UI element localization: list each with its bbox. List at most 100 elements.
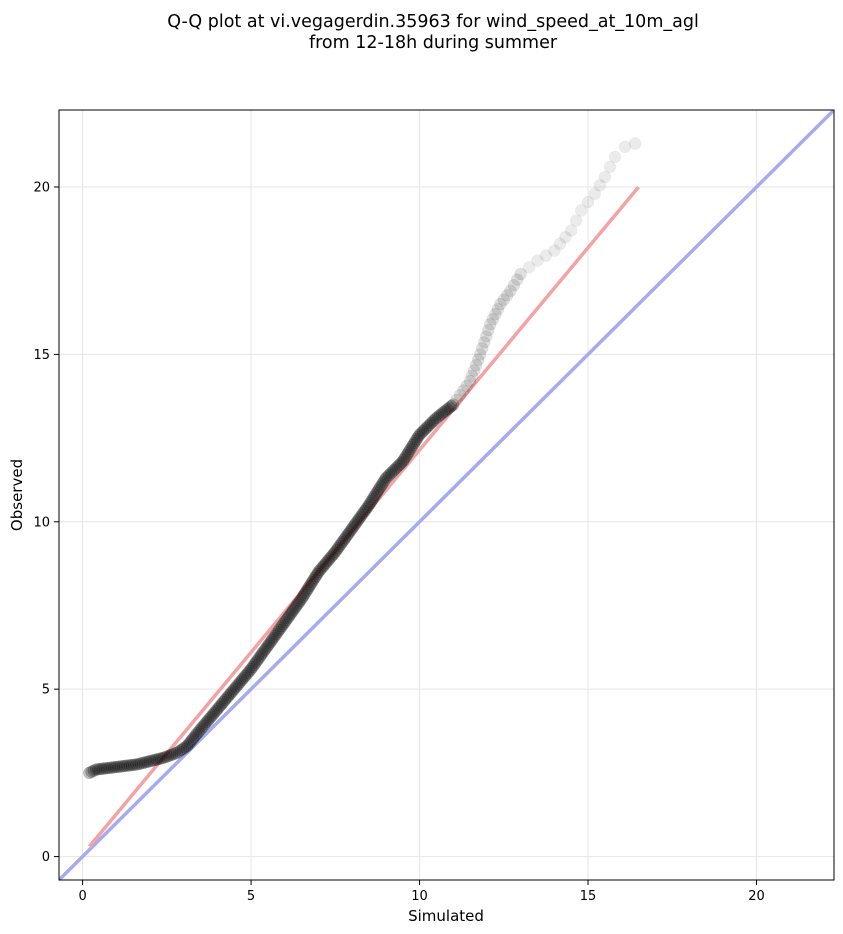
y-tick-label-4: 20: [33, 181, 50, 196]
qq-point-91: [251, 653, 265, 666]
chart-title-line-1: Q-Q plot at vi.vegagerdin.35963 for wind…: [167, 12, 699, 32]
qq-point-6: [96, 762, 110, 775]
qq-point-120: [292, 596, 306, 609]
quantile-points: [83, 137, 642, 780]
qq-point-49: [188, 730, 201, 744]
qq-point-53: [194, 723, 207, 736]
qq-point-196: [400, 449, 413, 462]
qq-point-118: [289, 600, 303, 613]
fit-line: [87, 185, 640, 848]
qq-point-203: [409, 434, 422, 448]
qq-point-225: [446, 398, 460, 411]
qq-point-74: [226, 684, 239, 698]
qq-point-263: [598, 170, 612, 184]
qq-point-202: [408, 436, 421, 450]
qq-point-169: [361, 500, 374, 514]
x-tick-label-1: 5: [247, 889, 255, 904]
x-tick-label-0: 0: [78, 889, 86, 904]
qq-point-80: [235, 673, 249, 687]
qq-point-7: [98, 762, 112, 775]
qq-point-257: [564, 224, 578, 237]
qq-point-113: [282, 610, 296, 623]
qq-point-81: [237, 671, 250, 685]
qq-point-258: [569, 214, 583, 227]
qq-point-156: [343, 526, 356, 539]
qq-point-187: [386, 465, 399, 478]
qq-point-85: [243, 664, 256, 678]
y-tick-label-3: 15: [33, 348, 50, 363]
qq-point-186: [384, 466, 398, 480]
qq-point-132: [308, 571, 321, 585]
qq-point-108: [275, 619, 289, 633]
qq-point-172: [365, 494, 378, 508]
qq-point-54: [195, 721, 209, 734]
qq-point-178: [373, 482, 386, 495]
qq-point-104: [270, 627, 283, 641]
qq-point-36: [163, 749, 177, 762]
qq-point-82: [238, 670, 252, 683]
qq-point-158: [345, 522, 359, 535]
qq-point-137: [315, 562, 328, 575]
qq-point-119: [291, 598, 304, 611]
qq-point-234: [471, 353, 485, 366]
qq-point-95: [257, 645, 270, 658]
qq-point-183: [379, 472, 393, 485]
qq-point-18: [123, 759, 137, 772]
qq-point-198: [402, 444, 416, 458]
qq-point-174: [367, 490, 381, 504]
qq-point-59: [203, 712, 216, 725]
qq-point-87: [246, 660, 259, 674]
qq-point-142: [322, 552, 336, 566]
qq-point-124: [297, 588, 311, 601]
qq-point-73: [224, 686, 238, 700]
qq-point-56: [198, 717, 212, 731]
qq-point-150: [334, 537, 348, 551]
qq-point-123: [296, 590, 310, 603]
qq-point-101: [265, 633, 279, 647]
qq-point-60: [204, 710, 218, 723]
qq-point-28: [145, 754, 159, 767]
y-tick-label-0: 0: [42, 850, 50, 865]
qq-point-24: [136, 756, 150, 770]
qq-point-145: [327, 547, 341, 560]
qq-point-222: [441, 402, 454, 416]
qq-point-51: [191, 726, 204, 740]
qq-point-69: [218, 693, 232, 707]
qq-point-205: [411, 430, 425, 444]
qq-point-164: [354, 510, 367, 524]
qq-point-115: [285, 606, 299, 619]
qq-point-135: [312, 565, 325, 579]
qq-point-184: [381, 470, 394, 483]
qq-point-185: [382, 468, 396, 482]
qq-point-62: [208, 706, 221, 720]
qq-point-266: [618, 140, 632, 154]
qq-point-139: [318, 558, 331, 571]
qq-point-114: [284, 608, 297, 621]
qq-point-228: [457, 384, 470, 397]
grid-lines: [59, 110, 834, 880]
qq-point-176: [370, 486, 384, 499]
qq-point-31: [152, 752, 166, 766]
qq-point-106: [272, 623, 286, 637]
qq-point-168: [359, 502, 373, 516]
qq-point-173: [366, 492, 380, 506]
qq-point-157: [344, 524, 357, 537]
qq-point-227: [453, 388, 467, 402]
qq-point-160: [348, 518, 362, 531]
qq-point-20: [128, 758, 141, 772]
qq-point-26: [141, 755, 154, 768]
qq-point-27: [143, 754, 157, 768]
qq-point-48: [186, 732, 200, 745]
qq-point-109: [277, 617, 290, 631]
qq-point-231: [465, 369, 479, 383]
qq-point-88: [247, 658, 261, 672]
qq-point-0: [83, 766, 96, 780]
qq-point-103: [268, 629, 282, 643]
qq-point-206: [413, 428, 426, 441]
qq-point-40: [172, 745, 186, 758]
qq-point-92: [253, 651, 266, 664]
qq-point-144: [325, 549, 339, 562]
qq-point-155: [341, 528, 355, 541]
qq-point-66: [214, 699, 227, 712]
